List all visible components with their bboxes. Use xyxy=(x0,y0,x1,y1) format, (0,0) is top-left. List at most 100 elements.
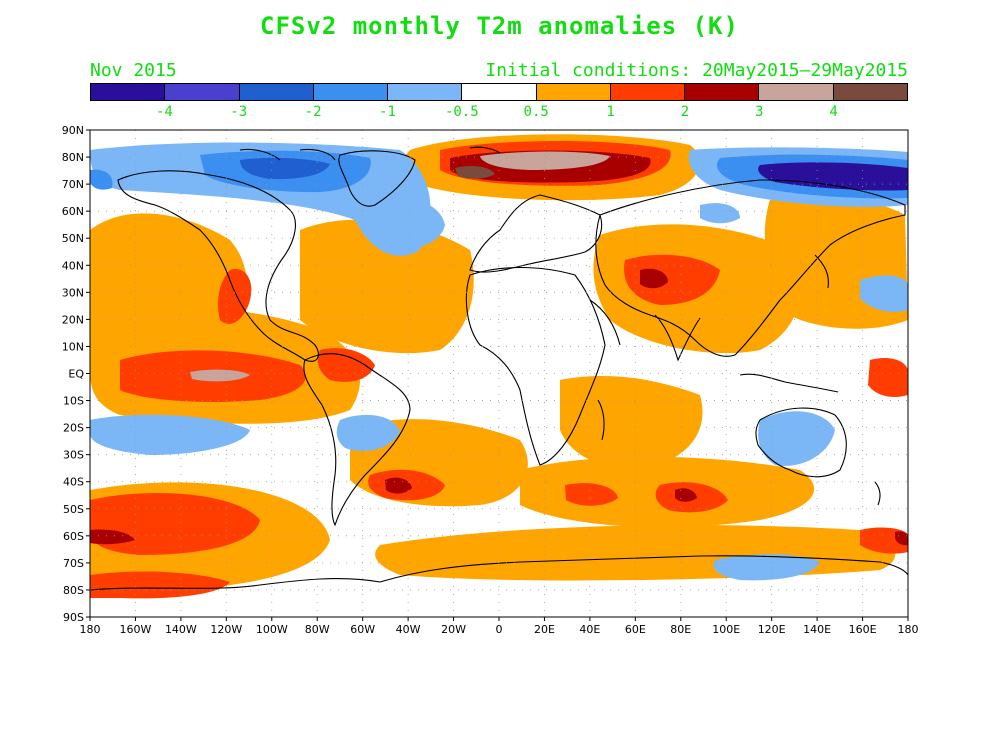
coastline-japan xyxy=(814,254,829,289)
anomaly-asia-red xyxy=(624,254,720,305)
anomaly-atlantic-warm xyxy=(300,219,474,354)
colorbar-tick-label: -1 xyxy=(379,104,396,120)
anomaly-caribbean-red xyxy=(317,348,375,382)
anomaly-north-atlantic-cold xyxy=(358,196,445,248)
x-tick-label: 60W xyxy=(350,623,375,636)
y-tick-label: 60S xyxy=(63,530,84,543)
y-tick-label: 20S xyxy=(63,422,84,435)
colorbar-swatch xyxy=(91,84,166,100)
anomaly-south-atlantic-red-2 xyxy=(565,483,618,506)
x-tick-label: 0 xyxy=(496,623,503,636)
anomaly-westpacific-darkred xyxy=(895,531,908,546)
colorbar-swatch xyxy=(536,84,611,100)
coastline-australia xyxy=(755,407,847,478)
x-tick-label: 60E xyxy=(625,623,646,636)
coastline-africa xyxy=(465,267,606,466)
x-tick-label: 160W xyxy=(120,623,152,636)
x-tick-label: 120W xyxy=(210,623,242,636)
anomaly-antarctic-cold xyxy=(713,554,820,581)
y-tick-label: 50N xyxy=(62,232,84,245)
colorbar-tick-label: 3 xyxy=(755,104,764,120)
coastline-greenland xyxy=(338,150,416,207)
x-tick-label: 140W xyxy=(165,623,197,636)
y-tick-label: 50S xyxy=(63,503,84,516)
y-tick-label: 30S xyxy=(63,449,84,462)
anomaly-south-pacific-red-2 xyxy=(90,571,230,599)
colorbar-swatch xyxy=(313,84,389,100)
colorbar-swatch xyxy=(833,84,907,100)
x-tick-label: 20W xyxy=(441,623,466,636)
x-tick-label: 20E xyxy=(534,623,555,636)
y-tick-label: 90N xyxy=(62,124,84,137)
colorbar xyxy=(90,83,908,101)
colorbar-tick-label: 1 xyxy=(606,104,615,120)
valid-month-label: Nov 2015 xyxy=(90,60,177,81)
anomaly-south-pacific-cold xyxy=(90,414,250,455)
y-tick-label: 40N xyxy=(62,259,84,272)
colorbar-swatch xyxy=(610,84,686,100)
anomaly-samerica-cold xyxy=(336,414,400,452)
coastline-indonesia xyxy=(739,373,839,393)
anomaly-arctic-peak xyxy=(455,166,495,179)
coastline-antarctica xyxy=(90,555,908,591)
x-tick-label: 140E xyxy=(803,623,831,636)
x-tick-label: 80W xyxy=(305,623,330,636)
x-axis: 180 160W 140W 120W 100W 80W 60W 40W 20W 0 20E 40E 60… xyxy=(80,617,919,636)
gridlines xyxy=(90,130,908,617)
anomaly-asia-darkred xyxy=(640,268,668,289)
y-tick-label: 20N xyxy=(62,313,84,326)
coastline-new-zealand xyxy=(874,481,881,506)
colorbar-tick-label: -0.5 xyxy=(444,104,479,120)
coastline-north-america xyxy=(117,170,319,362)
coastlines xyxy=(90,146,908,591)
anomaly-westpacific-cold xyxy=(700,203,740,224)
anomaly-canada-cold-deep xyxy=(240,157,330,180)
anomaly-enso-core xyxy=(190,369,250,382)
colorbar-tick-label: -4 xyxy=(155,104,173,120)
y-tick-label: EQ xyxy=(68,368,84,381)
coastline-south-america xyxy=(303,353,411,527)
coastline-asia xyxy=(595,179,906,357)
y-tick-label: 70N xyxy=(62,178,84,191)
colorbar-swatch xyxy=(685,84,760,100)
chart-title: CFSv2 monthly T2m anomalies (K) xyxy=(260,12,739,40)
y-tick-label: 80N xyxy=(62,151,84,164)
colorbar-tick-label: 4 xyxy=(829,104,838,120)
x-tick-label: 40E xyxy=(579,623,600,636)
colorbar-tick-label: 0.5 xyxy=(523,104,549,120)
y-tick-label: 80S xyxy=(63,584,84,597)
y-tick-label: 10N xyxy=(62,340,84,353)
anomaly-layer xyxy=(90,134,908,599)
colorbar-swatch xyxy=(165,84,240,100)
y-tick-label: 60N xyxy=(62,205,84,218)
colorbar-swatch xyxy=(759,84,834,100)
anomaly-alaska-cold xyxy=(90,169,113,190)
colorbar-labels: -4 -3 -2 -1 -0.5 0.5 1 2 3 4 xyxy=(90,104,908,122)
x-tick-label: 40W xyxy=(396,623,421,636)
x-tick-label: 100E xyxy=(712,623,740,636)
coastline-arctic-islands xyxy=(239,146,501,161)
anomaly-westpacific-red xyxy=(868,358,908,397)
colorbar-tick-label: -3 xyxy=(230,104,248,120)
x-tick-label: 120E xyxy=(758,623,786,636)
colorbar-tick-label: -2 xyxy=(304,104,322,120)
anomaly-south-atlantic-darkred xyxy=(385,477,412,494)
colorbar-tick-label: 2 xyxy=(680,104,690,120)
coastline-india xyxy=(654,314,701,362)
x-tick-label: 100W xyxy=(256,623,288,636)
y-tick-label: 40S xyxy=(63,476,84,489)
y-tick-label: 10S xyxy=(63,395,84,408)
coastline-madagascar xyxy=(597,399,605,441)
colorbar-swatch xyxy=(239,84,314,100)
colorbar-swatch xyxy=(462,84,537,100)
y-axis: 90N 80N 70N 60N 50N 40N 30N 20N 10N EQ 10S 20S 30S 40… xyxy=(62,124,90,624)
anomaly-south-pacific-darkred xyxy=(90,529,135,545)
y-tick-label: 90S xyxy=(63,611,84,624)
initial-conditions-label: Initial conditions: 20May2015–29May2015 xyxy=(485,60,908,81)
anomaly-arctic-core xyxy=(480,151,610,170)
x-tick-label: 180 xyxy=(80,623,101,636)
anomaly-australia-cold xyxy=(758,411,835,466)
x-tick-label: 80E xyxy=(670,623,691,636)
anomaly-pacific-north-cold xyxy=(860,275,908,312)
